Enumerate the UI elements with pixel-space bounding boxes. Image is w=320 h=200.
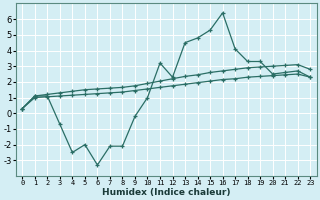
- X-axis label: Humidex (Indice chaleur): Humidex (Indice chaleur): [102, 188, 230, 197]
